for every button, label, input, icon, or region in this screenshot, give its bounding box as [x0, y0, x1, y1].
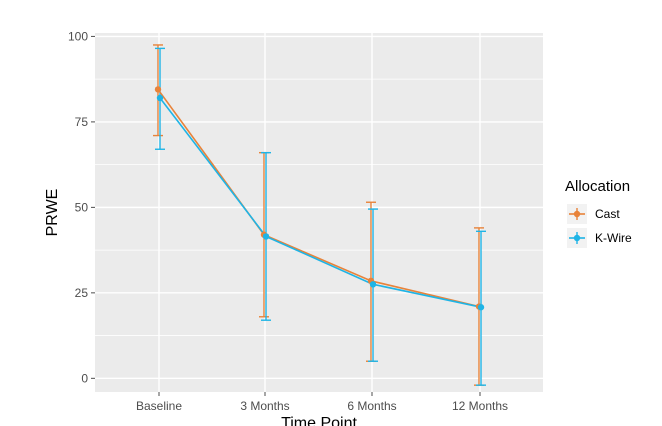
x-tick-label: 12 Months: [452, 399, 508, 413]
series-lines: [157, 88, 482, 308]
legend-point-k-wire: [573, 234, 581, 242]
axes: 0 25 50 75 100 Baseline 3 Months 6 Months 12 Mon…: [68, 29, 508, 413]
legend-label-k-wire: K-Wire: [595, 231, 632, 245]
x-axis-title: Time Point: [281, 415, 357, 426]
legend-point-cast: [573, 210, 581, 218]
x-tick-label: Baseline: [136, 399, 182, 413]
data-point-cast-0: [154, 86, 162, 93]
y-tick-label: 75: [75, 115, 89, 129]
y-axis-title: PRWE: [44, 189, 61, 237]
y-tick-label: 100: [68, 29, 88, 43]
series-line-k-wire: [159, 97, 482, 308]
x-tick-label: 6 Months: [347, 399, 396, 413]
legend: Allocation Cast K-Wire: [565, 178, 632, 248]
data-points: [154, 86, 485, 311]
data-point-k-wire-1: [262, 233, 270, 240]
y-tick-label: 50: [75, 200, 89, 214]
data-point-k-wire-0: [156, 94, 164, 102]
data-point-k-wire-3: [477, 304, 485, 311]
x-tick-label: 3 Months: [240, 399, 289, 413]
series-line-cast: [157, 88, 480, 308]
y-tick-label: 25: [75, 286, 89, 300]
grid-layer: [95, 33, 543, 392]
data-point-k-wire-2: [369, 281, 377, 288]
legend-title: Allocation: [565, 178, 630, 195]
y-tick-label: 0: [81, 371, 88, 385]
plot-panel: [95, 33, 543, 392]
legend-label-cast: Cast: [595, 207, 620, 221]
